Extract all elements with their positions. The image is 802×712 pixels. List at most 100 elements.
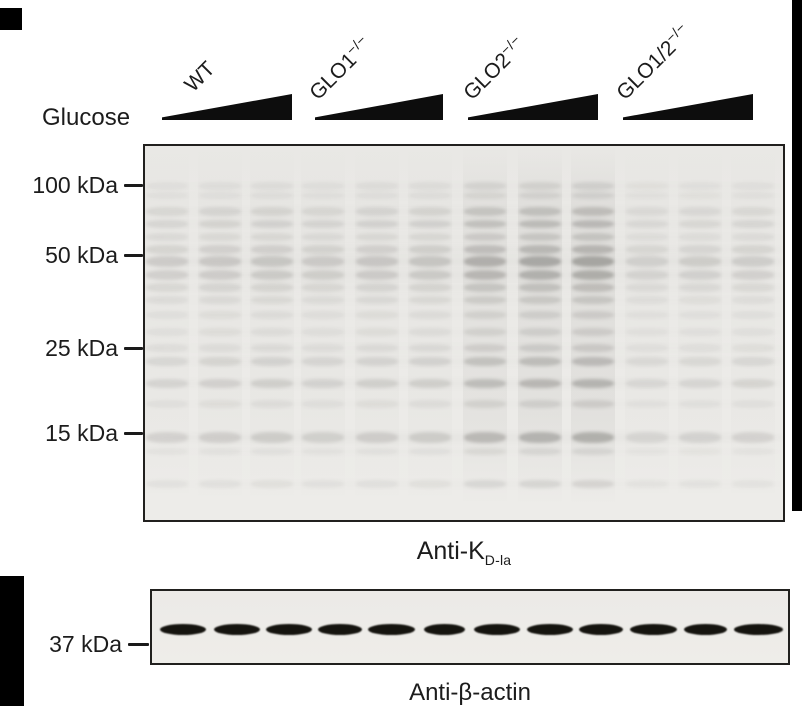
protein-band: [571, 192, 614, 199]
protein-band: [731, 181, 774, 190]
protein-band: [463, 219, 506, 228]
protein-band: [250, 283, 293, 292]
protein-band: [355, 327, 398, 336]
protein-band: [408, 219, 451, 228]
protein-band: [355, 256, 398, 267]
actin-band: [578, 624, 623, 635]
protein-band: [518, 207, 561, 216]
actin-band: [734, 624, 783, 635]
protein-band: [518, 269, 561, 280]
protein-band: [678, 327, 721, 336]
protein-band: [518, 448, 561, 455]
protein-band: [518, 432, 561, 443]
protein-band: [250, 232, 293, 241]
protein-band: [145, 219, 188, 228]
glucose-gradient-wedge-glo2: [468, 94, 598, 120]
protein-band: [198, 283, 241, 292]
protein-band: [571, 181, 614, 190]
protein-band: [301, 232, 344, 241]
anti-kdla-blot: [143, 144, 785, 522]
protein-band: [678, 357, 721, 366]
protein-band: [408, 192, 451, 199]
protein-band: [625, 256, 668, 267]
protein-band: [463, 357, 506, 366]
protein-band: [463, 327, 506, 336]
protein-band: [250, 219, 293, 228]
antibody-sub: D-la: [484, 552, 512, 568]
protein-band: [518, 357, 561, 366]
protein-band: [678, 399, 721, 408]
protein-band: [626, 480, 668, 488]
protein-band: [731, 245, 774, 254]
mw-label-50kda: 50 kDa: [45, 242, 118, 268]
actin-band: [684, 624, 727, 635]
protein-band: [731, 219, 774, 228]
blot-lane: [677, 146, 722, 520]
protein-band: [408, 207, 451, 216]
protein-band: [408, 269, 451, 280]
blot-lane: [624, 146, 669, 520]
protein-band: [678, 245, 721, 254]
protein-band: [463, 343, 506, 352]
protein-band: [250, 245, 293, 254]
protein-band: [678, 479, 721, 488]
protein-band: [463, 448, 506, 455]
protein-band: [198, 245, 241, 254]
anti-kdla-caption: Anti-KD-la: [143, 537, 785, 568]
protein-band: [145, 207, 188, 216]
protein-band: [250, 357, 293, 366]
protein-band: [731, 283, 774, 292]
blot-lane: [354, 146, 399, 520]
protein-band: [301, 207, 344, 216]
protein-band: [408, 295, 451, 304]
blot-lane: [517, 146, 562, 520]
blot-lane: [300, 146, 345, 520]
protein-band: [198, 256, 241, 267]
protein-band: [625, 379, 668, 388]
group-label-glo1: GLO1−/−: [300, 28, 373, 104]
protein-band: [301, 219, 344, 228]
protein-band: [463, 310, 506, 319]
protein-band: [625, 207, 668, 216]
protein-band: [198, 207, 241, 216]
protein-band: [518, 310, 561, 319]
protein-band: [145, 379, 188, 388]
protein-band: [678, 379, 721, 388]
protein-band: [355, 269, 398, 280]
protein-band: [301, 432, 344, 443]
protein-band: [571, 207, 614, 216]
protein-band: [145, 256, 188, 267]
protein-band: [250, 479, 293, 488]
protein-band: [625, 232, 668, 241]
protein-band: [463, 295, 506, 304]
protein-band: [408, 357, 451, 366]
protein-band: [626, 311, 668, 319]
protein-band: [355, 448, 398, 455]
protein-band: [679, 182, 721, 190]
protein-band: [731, 232, 774, 241]
protein-band: [463, 379, 506, 388]
protein-band: [301, 327, 344, 336]
blot-lane: [730, 146, 775, 520]
protein-band: [625, 343, 668, 352]
protein-band: [250, 269, 293, 280]
blot-lane: [407, 146, 452, 520]
protein-band: [301, 399, 344, 408]
protein-band: [408, 379, 451, 388]
protein-band: [625, 283, 668, 292]
protein-band: [145, 232, 188, 241]
protein-band: [518, 283, 561, 292]
protein-band: [301, 310, 344, 319]
protein-band: [731, 310, 774, 319]
protein-band: [463, 256, 506, 267]
protein-band: [198, 219, 241, 228]
protein-band: [626, 400, 668, 408]
protein-band: [731, 379, 774, 388]
protein-band: [679, 448, 721, 455]
glucose-gradient-wedge-glo12: [623, 94, 753, 120]
protein-band: [463, 399, 506, 408]
protein-band: [145, 357, 188, 366]
protein-band: [463, 181, 506, 190]
black-crop-bar-bottom-left: [0, 576, 24, 706]
